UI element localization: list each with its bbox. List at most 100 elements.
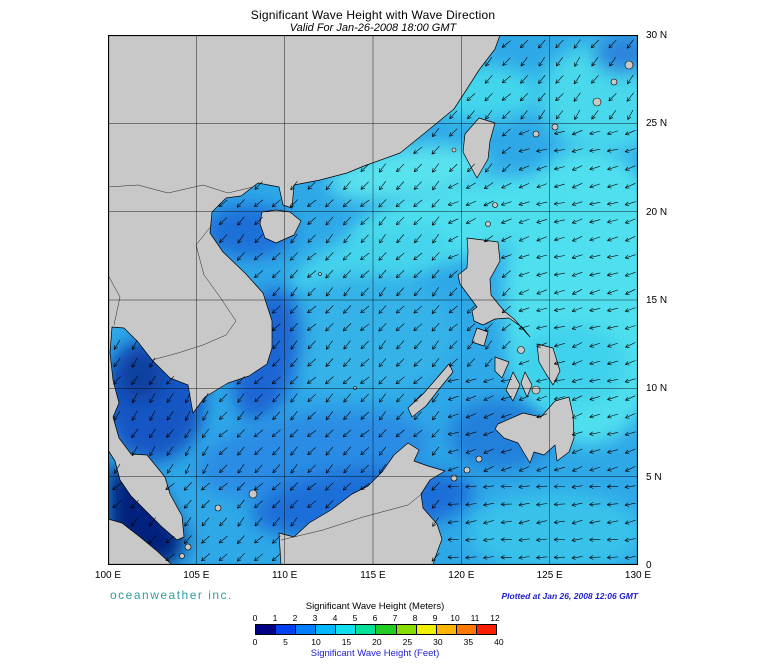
meters-tick: 11	[470, 613, 480, 623]
land-negros	[505, 371, 521, 402]
island	[517, 346, 525, 354]
page-title: Significant Wave Height with Wave Direct…	[250, 8, 496, 22]
island	[475, 455, 483, 463]
colorbar-cell	[276, 625, 297, 634]
island	[610, 78, 618, 86]
island	[451, 147, 457, 153]
colorbar-cell	[396, 625, 417, 634]
legend-colorbar	[255, 624, 497, 635]
lat-label: 0	[646, 560, 652, 571]
feet-tick: 15	[341, 637, 352, 647]
lon-label: 100 E	[94, 570, 122, 581]
meters-tick: 3	[312, 613, 318, 623]
colorbar-cell	[336, 625, 357, 634]
legend-meters-ticks: 0 1 2 3 4 5 6 7 8 9 10 11 12	[252, 613, 500, 623]
island	[463, 466, 471, 474]
land-mindanao	[494, 396, 575, 464]
feet-tick: 20	[372, 637, 382, 647]
meters-tick: 1	[272, 613, 278, 623]
legend-feet-title: Significant Wave Height (Feet)	[310, 648, 440, 659]
lon-label: 110 E	[271, 570, 298, 581]
map-canvas	[108, 35, 638, 565]
island	[214, 504, 222, 512]
island	[532, 130, 540, 138]
land-sumatra	[108, 518, 173, 565]
colorbar-cell	[436, 625, 457, 634]
wave-height-region	[268, 275, 458, 395]
lat-label: 5 N	[646, 471, 662, 483]
colorbar-cell	[296, 625, 317, 634]
legend-meters-title: Significant Wave Height (Meters)	[305, 601, 445, 612]
country-border	[151, 224, 237, 361]
wave-direction-arrows	[112, 39, 636, 562]
lon-label: 120 E	[448, 570, 475, 581]
wave-height-map	[108, 35, 638, 565]
colorbar-cell	[376, 625, 397, 634]
land-mindoro	[471, 327, 489, 347]
land-mainland-asia	[108, 35, 501, 541]
meters-tick: 9	[432, 613, 438, 623]
island	[531, 385, 541, 395]
lat-label: 25 N	[646, 118, 668, 130]
land-samar-leyte	[536, 343, 561, 386]
lon-label: 125 E	[536, 570, 563, 581]
legend-feet-ticks: 0 5 10 15 20 25 30 35 40	[253, 637, 504, 647]
latitude-axis: 30 N 25 N 20 N 15 N 10 N 5 N 0	[646, 30, 696, 571]
wave-height-region	[468, 492, 638, 565]
colorbar-cell	[316, 625, 337, 634]
meters-tick: 7	[392, 613, 398, 623]
island	[353, 386, 357, 390]
longitude-axis: 100 E 105 E 110 E 115 E 120 E 125 E 130 E	[95, 570, 651, 584]
feet-tick: 35	[463, 637, 474, 647]
feet-tick: 10	[311, 637, 321, 647]
map-frame-border	[108, 35, 638, 565]
oceanweather-branding: oceanweather inc.	[110, 588, 233, 602]
island	[184, 543, 192, 551]
country-border	[108, 274, 121, 326]
plotted-timestamp: Plotted at Jan 26, 2008 12:06 GMT	[501, 591, 638, 601]
meters-tick: 0	[252, 613, 258, 623]
land-borneo	[278, 442, 446, 565]
meters-tick: 6	[372, 613, 378, 623]
lon-label: 105 E	[183, 570, 210, 581]
lon-label: 130 E	[624, 570, 652, 581]
land-hainan	[259, 209, 302, 244]
country-border	[280, 492, 424, 541]
island	[624, 60, 634, 70]
colorbar-cell	[416, 625, 437, 634]
meters-tick: 8	[412, 613, 418, 623]
land-taiwan	[462, 117, 496, 179]
island	[551, 123, 559, 131]
colorbar-cell	[256, 625, 277, 634]
island	[485, 221, 491, 227]
feet-tick: 30	[433, 637, 443, 647]
meters-tick: 4	[332, 613, 338, 623]
feet-tick: 5	[283, 637, 288, 647]
feet-tick: 40	[494, 637, 504, 647]
graticule-grid	[108, 35, 638, 565]
lat-label: 10 N	[646, 383, 668, 395]
meters-tick: 10	[450, 613, 460, 623]
island	[179, 553, 185, 559]
land-luzon	[457, 237, 531, 338]
colorbar-cell	[456, 625, 477, 634]
island	[592, 97, 602, 107]
valid-time-subtitle: Valid For Jan-26-2008 18:00 GMT	[289, 22, 457, 34]
meters-tick: 5	[352, 613, 358, 623]
feet-tick: 25	[402, 637, 413, 647]
meters-tick: 2	[292, 613, 298, 623]
island	[492, 202, 498, 208]
island	[318, 272, 322, 276]
land-palawan	[407, 363, 454, 418]
wave-height-region	[118, 349, 162, 401]
land-panay	[494, 356, 510, 379]
country-border	[108, 184, 254, 194]
lon-label: 115 E	[360, 570, 386, 581]
colorbar-cell	[476, 625, 496, 634]
island	[248, 489, 258, 499]
meters-tick: 12	[490, 613, 500, 623]
lat-label: 30 N	[646, 30, 668, 41]
colorbar-cell	[356, 625, 377, 634]
